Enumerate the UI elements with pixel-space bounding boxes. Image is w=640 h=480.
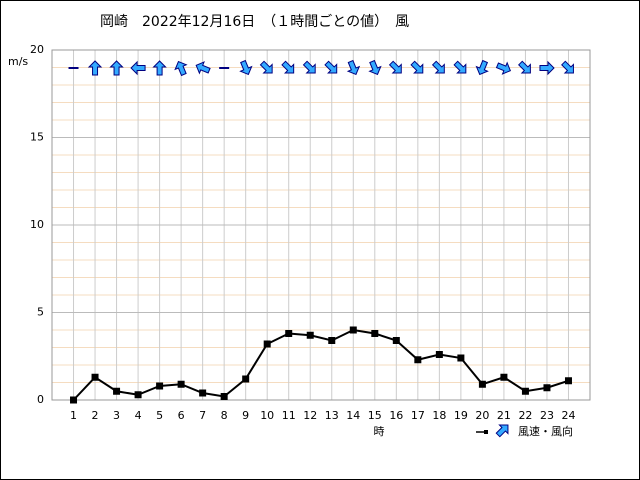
wind-arrow — [109, 60, 124, 76]
legend-arrow — [495, 424, 509, 438]
x-tick-label: 10 — [260, 409, 274, 422]
x-tick-label: 23 — [540, 409, 554, 422]
wind-arrow — [495, 61, 512, 75]
y-tick-label: 10 — [30, 218, 44, 231]
x-tick-label: 6 — [178, 409, 185, 422]
x-tick-label: 20 — [475, 409, 489, 422]
x-tick-label: 17 — [411, 409, 425, 422]
data-point — [457, 354, 465, 362]
wind-arrow — [561, 60, 574, 74]
x-tick-label: 14 — [346, 409, 360, 422]
x-tick-label: 8 — [221, 409, 228, 422]
wind-arrow — [539, 60, 555, 76]
data-point — [349, 326, 357, 334]
wind-arrow — [195, 61, 211, 75]
data-point — [242, 375, 250, 383]
x-tick-label: 22 — [518, 409, 532, 422]
data-line — [72, 328, 569, 401]
data-point — [156, 382, 164, 390]
x-tick-label: 11 — [282, 409, 296, 422]
wind-arrow — [518, 60, 531, 74]
data-point — [371, 330, 379, 337]
data-point — [285, 330, 293, 337]
x-tick-label: 3 — [113, 409, 120, 422]
wind-arrow — [453, 60, 467, 74]
x-tick-label: 2 — [92, 409, 99, 422]
x-tick-label: 4 — [135, 409, 142, 422]
wind-arrow — [87, 60, 103, 76]
wind-arrow — [130, 60, 146, 76]
data-point — [263, 340, 271, 348]
y-tick-label: 5 — [37, 306, 44, 319]
data-point — [134, 391, 142, 399]
x-tick-label: 18 — [432, 409, 446, 422]
x-tick-label: 13 — [325, 409, 339, 422]
data-point — [392, 337, 400, 344]
wind-arrow — [152, 60, 167, 76]
wind-arrow — [239, 59, 253, 76]
x-tick-label: 24 — [561, 409, 575, 422]
wind-arrow — [174, 60, 188, 77]
data-point — [70, 396, 78, 404]
wind-arrow — [259, 60, 273, 74]
wind-arrow — [475, 59, 489, 76]
data-point — [543, 384, 551, 392]
y-tick-label: 0 — [37, 393, 44, 406]
wind-arrow — [324, 60, 338, 74]
legend-label: 風速・風向 — [518, 424, 573, 438]
data-point — [478, 380, 486, 388]
y-tick-label: 15 — [30, 131, 44, 144]
wind-arrow — [281, 60, 295, 74]
data-point — [91, 373, 99, 381]
wind-arrow — [346, 59, 361, 76]
data-point — [435, 351, 443, 358]
x-tick-label: 16 — [389, 409, 403, 422]
y-unit: m/s — [8, 55, 28, 68]
x-tick-label: 21 — [497, 409, 511, 422]
data-point — [113, 387, 121, 395]
wind-arrow — [388, 60, 402, 74]
data-point — [306, 331, 314, 339]
x-tick-label: 1 — [70, 409, 77, 422]
data-point — [199, 389, 207, 397]
data-point — [500, 373, 508, 381]
x-tick-label: 5 — [156, 409, 163, 422]
wind-arrow — [368, 59, 382, 76]
x-tick-label: 15 — [368, 409, 382, 422]
data-point — [177, 380, 185, 388]
chart-title: 岡崎 2022年12月16日 （１時間ごとの値） 風 — [100, 14, 409, 30]
data-point — [220, 393, 228, 400]
data-point — [414, 356, 422, 364]
data-point — [521, 387, 529, 395]
legend-point — [484, 430, 488, 434]
x-tick-label: 9 — [242, 409, 249, 422]
y-tick-label: 20 — [30, 43, 44, 56]
wind-arrow — [302, 60, 316, 74]
plot-border — [51, 49, 591, 401]
wind-arrow — [410, 60, 424, 74]
wind-arrow — [431, 60, 445, 74]
data-point — [564, 377, 572, 385]
x-tick-label: 12 — [303, 409, 317, 422]
x-tick-label: 19 — [454, 409, 468, 422]
data-point — [328, 337, 336, 344]
x-tick-label: 7 — [199, 409, 206, 422]
x-label: 時 — [374, 425, 385, 438]
